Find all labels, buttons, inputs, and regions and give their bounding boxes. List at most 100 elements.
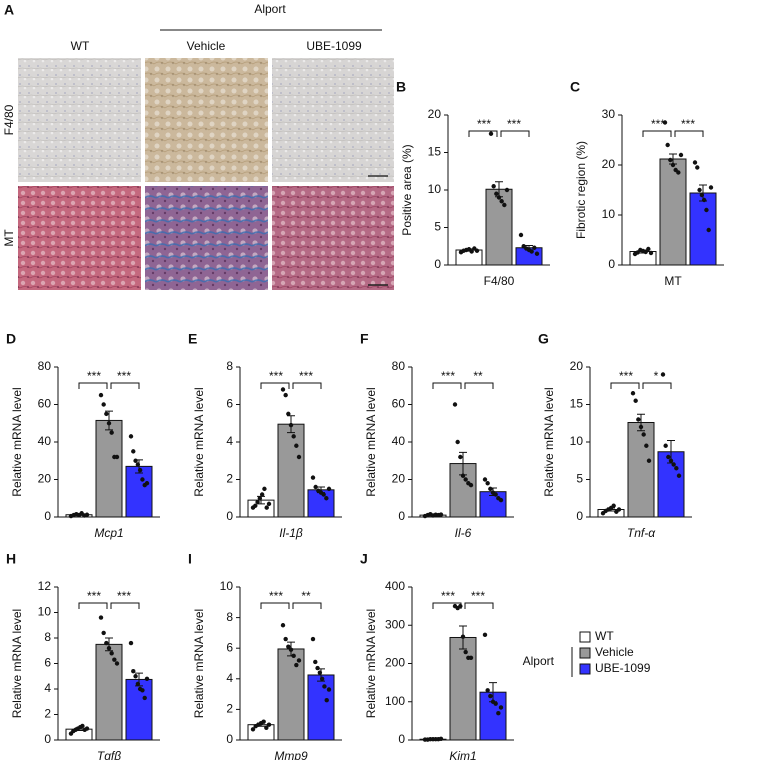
bar [627, 422, 655, 518]
y-tick-label: 40 [38, 434, 52, 448]
panel-letter: E [188, 331, 197, 347]
data-point [493, 701, 498, 706]
micrograph-texture [145, 58, 268, 182]
bar [277, 423, 305, 518]
data-point [662, 120, 668, 125]
data-point [708, 185, 714, 190]
y-tick-label: 2 [44, 707, 51, 721]
significance-bracket [292, 382, 322, 389]
significance-label: *** [507, 117, 521, 131]
y-axis-label: Fibrotic region (%) [574, 141, 588, 239]
y-tick-label: 0 [398, 732, 405, 746]
y-tick-label: 12 [38, 579, 52, 593]
panel-letter: B [396, 79, 406, 95]
data-point [660, 372, 666, 377]
y-axis-label: Relative mRNA level [10, 387, 24, 496]
data-point [463, 477, 468, 482]
y-tick-label: 0 [434, 257, 441, 271]
data-point [636, 417, 641, 422]
x-axis-label: Tgfβ [97, 749, 121, 760]
data-point [109, 651, 114, 656]
data-point [109, 430, 114, 435]
data-point [498, 705, 504, 710]
data-point [668, 157, 673, 163]
data-point [460, 473, 466, 478]
data-point [310, 636, 316, 642]
y-axis-label: Relative mRNA level [364, 387, 378, 496]
data-point [286, 411, 291, 417]
data-point [468, 482, 474, 488]
data-point [321, 492, 326, 497]
y-axis-label: Relative mRNA level [542, 387, 556, 496]
group-label: Alport [254, 2, 286, 16]
data-point [488, 131, 494, 136]
significance-bracket [610, 382, 640, 389]
x-axis-label: F4/80 [484, 274, 515, 288]
data-point [496, 711, 501, 716]
data-point [98, 615, 104, 620]
panel-letter: A [4, 2, 14, 18]
data-point [482, 632, 488, 638]
bar [307, 674, 335, 741]
panel-letter: D [6, 331, 16, 347]
panel-letter: C [570, 79, 580, 95]
significance-bracket [674, 130, 704, 137]
data-point [250, 727, 256, 732]
data-point [106, 421, 112, 426]
data-point [262, 486, 267, 492]
micrograph-texture [18, 58, 141, 182]
data-point [131, 668, 136, 674]
y-tick-label: 0 [608, 257, 615, 271]
data-point [266, 501, 272, 507]
data-point [144, 676, 150, 681]
data-point [641, 432, 646, 437]
data-point [296, 658, 302, 663]
data-point [611, 503, 616, 508]
significance-label: ** [301, 589, 311, 603]
data-point [692, 160, 698, 165]
significance-bracket [110, 602, 140, 609]
data-point [294, 443, 299, 448]
data-point [697, 187, 702, 193]
row-label: MT [2, 229, 16, 247]
bar [485, 188, 513, 266]
significance-label: *** [87, 369, 101, 383]
data-point [648, 250, 654, 256]
data-point [529, 249, 534, 254]
data-point [313, 659, 318, 665]
y-tick-label: 100 [385, 694, 405, 708]
y-tick-label: 6 [226, 640, 233, 654]
data-point [678, 152, 684, 158]
data-point [324, 698, 329, 703]
bar [449, 636, 477, 741]
data-point [438, 736, 444, 742]
data-point [264, 505, 269, 510]
data-point [670, 162, 676, 168]
data-point [261, 719, 266, 724]
data-point [259, 492, 265, 497]
x-axis-label: Mmp9 [274, 749, 308, 760]
y-tick-label: 0 [576, 509, 583, 523]
y-tick-label: 2 [226, 702, 233, 716]
significance-label: *** [477, 117, 491, 131]
significance-bracket [468, 130, 498, 137]
legend-group: Alport [523, 654, 555, 668]
data-point [485, 688, 490, 693]
data-point [104, 640, 109, 646]
data-point [504, 187, 510, 193]
data-point [128, 434, 134, 439]
significance-label: *** [651, 117, 665, 131]
data-point [288, 422, 294, 428]
data-point [131, 449, 136, 454]
x-axis-label: MT [664, 274, 682, 288]
data-point [643, 249, 648, 255]
data-point [468, 655, 474, 660]
panel-letter: H [6, 551, 16, 567]
bar [449, 463, 477, 518]
y-tick-label: 0 [44, 509, 51, 523]
data-point [633, 398, 638, 403]
significance-label: *** [269, 369, 283, 383]
data-point [324, 496, 329, 501]
data-point [452, 402, 458, 407]
data-point [84, 726, 90, 731]
